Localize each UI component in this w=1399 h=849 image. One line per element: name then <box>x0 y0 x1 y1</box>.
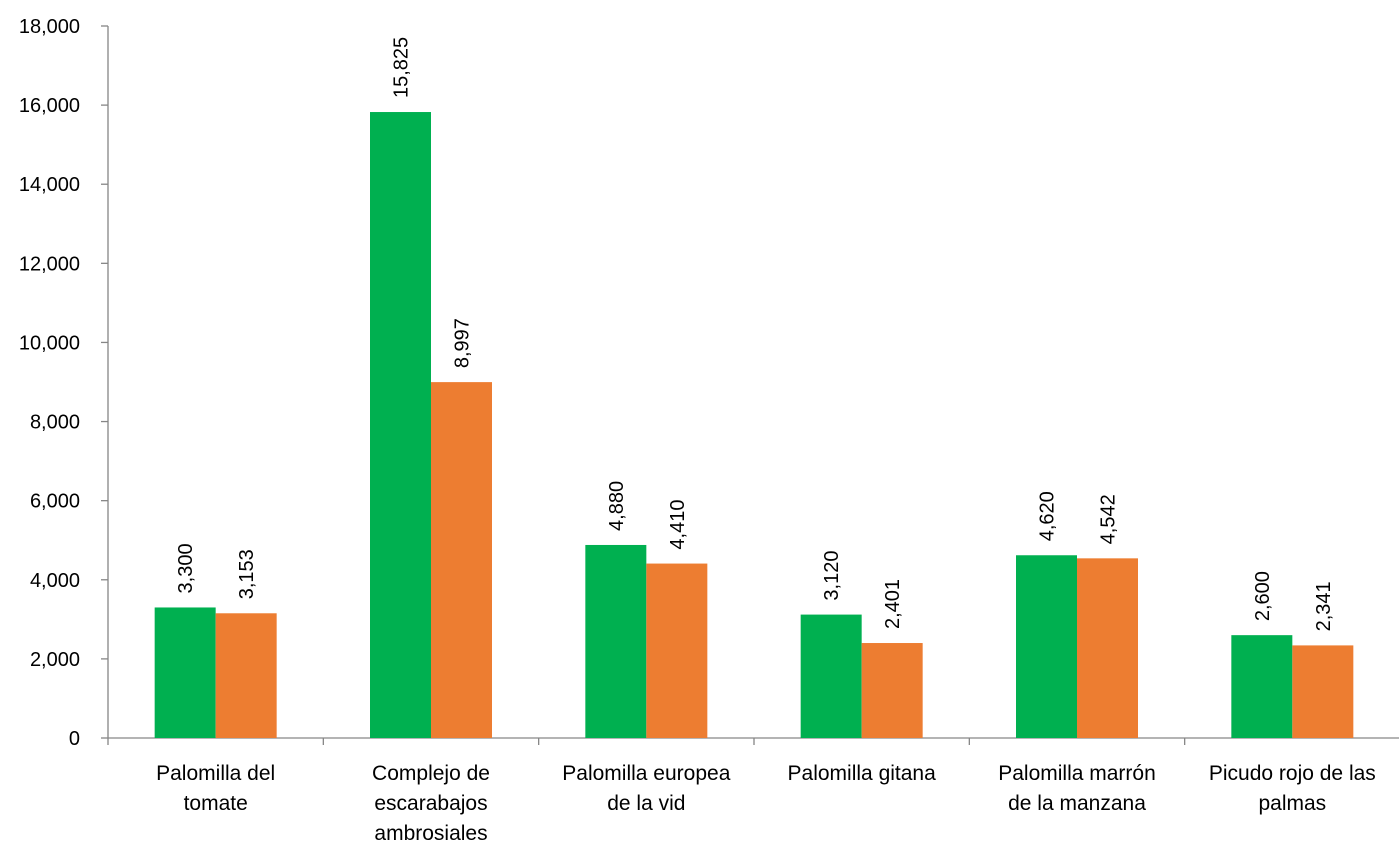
data-label: 4,880 <box>606 481 628 531</box>
bar <box>585 544 647 738</box>
y-tick-label: 6,000 <box>30 491 80 513</box>
y-tick-label: 0 <box>69 728 80 750</box>
data-label: 4,542 <box>1098 494 1120 544</box>
y-tick-label: 8,000 <box>30 412 80 434</box>
data-label: 15,825 <box>391 37 413 98</box>
bar <box>1292 645 1354 738</box>
x-category-label: Picudo rojo de las <box>1209 762 1376 785</box>
x-category-label: palmas <box>1258 792 1326 815</box>
axes <box>101 25 1399 745</box>
data-label: 8,997 <box>452 318 474 368</box>
x-category-label: Palomilla europea <box>562 762 730 785</box>
data-labels: 3,300 3,153 15,825 8,997 4,880 4,410 3,120 2,40… <box>175 37 1335 632</box>
x-axis-labels: Palomilla del tomate Complejo de escarabajo… <box>156 762 1376 845</box>
y-tick-label: 10,000 <box>19 332 80 354</box>
data-label: 4,620 <box>1037 491 1059 541</box>
y-tick-label: 18,000 <box>19 16 80 38</box>
data-label: 2,341 <box>1313 581 1335 631</box>
x-category-label: Complejo de <box>372 762 490 785</box>
y-tick-label: 4,000 <box>30 570 80 592</box>
data-label: 3,153 <box>236 549 258 599</box>
x-category-label: tomate <box>184 792 248 815</box>
y-tick-label: 16,000 <box>19 95 80 117</box>
data-label: 2,600 <box>1252 571 1274 621</box>
x-category-label: Palomilla marrón <box>998 762 1156 785</box>
bars <box>154 112 1354 739</box>
y-axis-labels: 0 2,000 4,000 6,000 8,000 10,000 12,000 14,000 1… <box>19 16 80 750</box>
data-label: 3,300 <box>175 543 197 593</box>
bar <box>1077 558 1138 738</box>
x-category-label: de la vid <box>607 792 685 815</box>
data-label: 4,410 <box>667 499 689 549</box>
bar <box>646 563 708 738</box>
y-tick-label: 2,000 <box>30 649 80 671</box>
bar <box>154 607 216 738</box>
bar <box>1231 635 1293 738</box>
bar <box>370 112 431 739</box>
bar <box>215 613 277 738</box>
y-tick-label: 14,000 <box>19 174 80 196</box>
x-category-label: de la manzana <box>1008 792 1146 815</box>
x-category-label: Palomilla del <box>156 762 275 785</box>
x-category-label: Palomilla gitana <box>788 762 937 785</box>
y-tick-label: 12,000 <box>19 253 80 275</box>
bar <box>800 614 862 738</box>
x-category-label: ambrosiales <box>374 822 487 844</box>
data-label: 2,401 <box>882 579 904 629</box>
bar <box>1016 555 1077 738</box>
bar <box>431 382 492 738</box>
bar <box>861 643 923 738</box>
x-category-label: escarabajos <box>374 792 487 815</box>
data-label: 3,120 <box>821 551 843 601</box>
